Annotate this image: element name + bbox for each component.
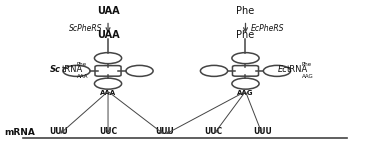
Text: UUU: UUU — [50, 127, 68, 136]
Text: UAA: UAA — [97, 30, 119, 40]
Text: AAG: AAG — [302, 74, 314, 79]
Text: Phe: Phe — [77, 62, 87, 67]
Text: ScPheRS: ScPheRS — [69, 24, 102, 33]
Text: AAG: AAG — [237, 90, 254, 96]
Text: tRNA: tRNA — [287, 65, 308, 74]
Text: Ec: Ec — [277, 65, 287, 74]
Text: UAA: UAA — [97, 6, 119, 16]
Text: Sc: Sc — [50, 65, 60, 74]
Text: EcPheRS: EcPheRS — [251, 24, 285, 33]
Text: Phe: Phe — [302, 62, 312, 67]
Text: Phe: Phe — [236, 30, 255, 40]
Text: tRNA: tRNA — [62, 65, 83, 74]
Text: UUU: UUU — [155, 127, 174, 136]
Text: UUC: UUC — [99, 127, 117, 136]
Text: AAA: AAA — [77, 74, 88, 79]
Text: UUC: UUC — [204, 127, 223, 136]
Text: UUU: UUU — [253, 127, 272, 136]
Text: AAA: AAA — [100, 90, 116, 96]
Text: mRNA: mRNA — [5, 128, 35, 137]
Text: Phe: Phe — [236, 6, 255, 16]
